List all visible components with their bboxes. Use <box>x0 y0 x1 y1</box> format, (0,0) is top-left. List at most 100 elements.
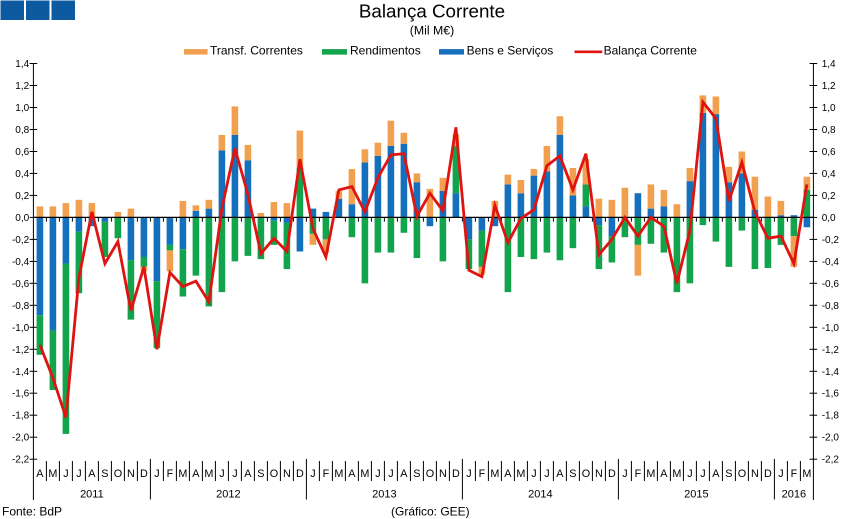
svg-text:N: N <box>127 468 135 480</box>
svg-text:D: D <box>608 468 616 480</box>
svg-text:-1,4: -1,4 <box>12 367 30 378</box>
svg-text:-1,2: -1,2 <box>12 345 30 356</box>
svg-text:A: A <box>660 468 668 480</box>
svg-text:Balança Corrente: Balança Corrente <box>604 44 698 58</box>
svg-text:J: J <box>622 468 627 480</box>
svg-text:1,4: 1,4 <box>822 59 836 70</box>
svg-text:-0,2: -0,2 <box>12 235 30 246</box>
svg-text:0,2: 0,2 <box>15 191 29 202</box>
svg-text:(Gráfico: GEE): (Gráfico: GEE) <box>391 505 470 519</box>
svg-text:A: A <box>504 468 512 480</box>
svg-text:F: F <box>635 468 642 480</box>
svg-text:1,0: 1,0 <box>15 103 29 114</box>
svg-text:0,4: 0,4 <box>822 169 836 180</box>
svg-text:0,6: 0,6 <box>822 147 836 158</box>
svg-text:S: S <box>725 468 732 480</box>
svg-text:N: N <box>439 468 447 480</box>
svg-text:-2,0: -2,0 <box>12 433 30 444</box>
svg-text:1,4: 1,4 <box>15 59 29 70</box>
svg-text:O: O <box>270 468 278 480</box>
svg-text:J: J <box>544 468 549 480</box>
svg-text:M: M <box>204 468 213 480</box>
svg-text:1,2: 1,2 <box>822 81 836 92</box>
svg-text:J: J <box>778 468 783 480</box>
svg-text:-2,2: -2,2 <box>12 455 30 466</box>
svg-text:A: A <box>400 468 408 480</box>
svg-text:0,8: 0,8 <box>822 125 836 136</box>
svg-text:2011: 2011 <box>80 489 104 501</box>
svg-text:J: J <box>388 468 393 480</box>
svg-text:A: A <box>36 468 44 480</box>
svg-text:Rendimentos: Rendimentos <box>350 44 421 58</box>
svg-text:O: O <box>582 468 590 480</box>
svg-text:-1,6: -1,6 <box>822 389 840 400</box>
svg-text:-1,4: -1,4 <box>822 367 840 378</box>
svg-text:F: F <box>791 468 798 480</box>
svg-text:O: O <box>114 468 122 480</box>
svg-text:D: D <box>452 468 460 480</box>
svg-text:A: A <box>556 468 564 480</box>
svg-text:-1,8: -1,8 <box>12 411 30 422</box>
svg-text:-0,8: -0,8 <box>12 301 30 312</box>
svg-text:A: A <box>712 468 720 480</box>
svg-text:M: M <box>672 468 681 480</box>
svg-text:-0,4: -0,4 <box>12 257 30 268</box>
svg-text:A: A <box>348 468 356 480</box>
svg-text:A: A <box>88 468 96 480</box>
svg-text:-2,2: -2,2 <box>822 455 840 466</box>
svg-text:-0,6: -0,6 <box>822 279 840 290</box>
svg-text:-1,8: -1,8 <box>822 411 840 422</box>
svg-text:0,2: 0,2 <box>822 191 836 202</box>
svg-text:M: M <box>516 468 525 480</box>
svg-text:-1,0: -1,0 <box>12 323 30 334</box>
svg-text:-1,6: -1,6 <box>12 389 30 400</box>
svg-text:Fonte: BdP: Fonte: BdP <box>2 505 62 519</box>
svg-text:J: J <box>466 468 471 480</box>
svg-text:M: M <box>646 468 655 480</box>
svg-text:-0,2: -0,2 <box>822 235 840 246</box>
svg-text:J: J <box>375 468 380 480</box>
svg-text:Balança Corrente: Balança Corrente <box>359 1 505 22</box>
svg-text:J: J <box>310 468 315 480</box>
svg-text:2012: 2012 <box>216 489 240 501</box>
svg-text:2014: 2014 <box>528 489 552 501</box>
svg-text:1,0: 1,0 <box>822 103 836 114</box>
svg-text:A: A <box>192 468 200 480</box>
svg-text:O: O <box>738 468 746 480</box>
svg-text:F: F <box>323 468 330 480</box>
svg-text:0,4: 0,4 <box>15 169 29 180</box>
svg-text:S: S <box>101 468 108 480</box>
svg-text:J: J <box>687 468 692 480</box>
svg-text:0,8: 0,8 <box>15 125 29 136</box>
svg-text:N: N <box>751 468 759 480</box>
svg-text:0,6: 0,6 <box>15 147 29 158</box>
svg-text:(Mil M€): (Mil M€) <box>410 24 454 38</box>
svg-text:J: J <box>232 468 237 480</box>
svg-text:Transf. Correntes: Transf. Correntes <box>210 44 303 58</box>
svg-text:N: N <box>283 468 291 480</box>
svg-text:D: D <box>764 468 772 480</box>
svg-text:J: J <box>154 468 159 480</box>
svg-text:S: S <box>413 468 420 480</box>
svg-text:F: F <box>479 468 486 480</box>
svg-text:2016: 2016 <box>782 489 806 501</box>
svg-text:J: J <box>700 468 705 480</box>
svg-text:M: M <box>48 468 57 480</box>
svg-text:M: M <box>334 468 343 480</box>
svg-text:J: J <box>219 468 224 480</box>
svg-text:D: D <box>296 468 304 480</box>
svg-text:J: J <box>76 468 81 480</box>
svg-text:-0,6: -0,6 <box>12 279 30 290</box>
svg-text:-1,0: -1,0 <box>822 323 840 334</box>
svg-text:M: M <box>490 468 499 480</box>
svg-text:-0,8: -0,8 <box>822 301 840 312</box>
svg-text:S: S <box>257 468 264 480</box>
svg-text:D: D <box>140 468 148 480</box>
svg-text:N: N <box>595 468 603 480</box>
svg-text:M: M <box>178 468 187 480</box>
svg-text:2013: 2013 <box>372 489 396 501</box>
svg-text:0,0: 0,0 <box>15 213 29 224</box>
svg-text:O: O <box>426 468 434 480</box>
svg-text:M: M <box>802 468 811 480</box>
svg-text:-0,4: -0,4 <box>822 257 840 268</box>
